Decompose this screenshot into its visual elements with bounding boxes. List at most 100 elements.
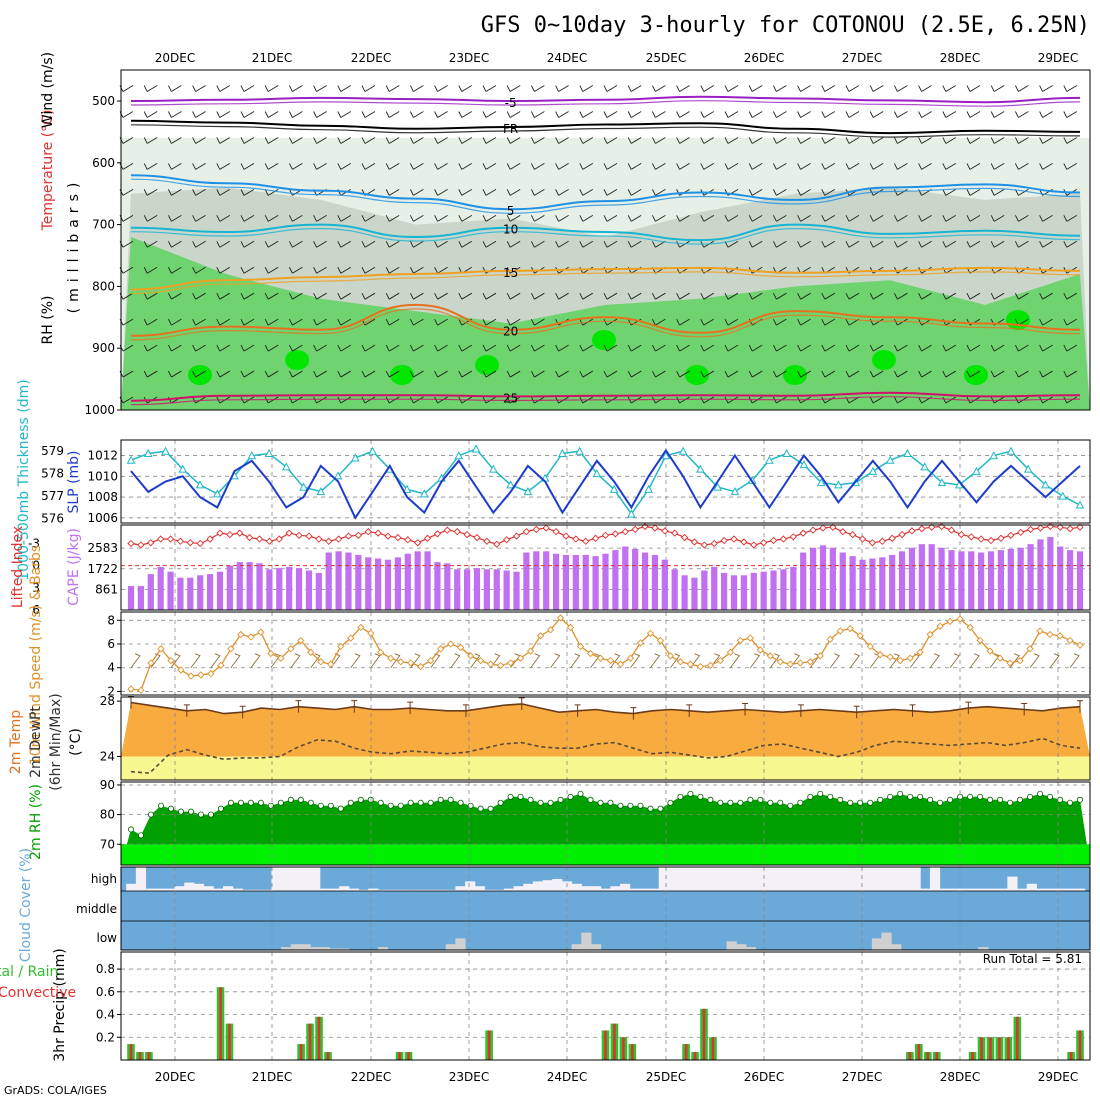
cloud-high-bar-66	[765, 867, 776, 891]
wind-barb	[555, 137, 569, 144]
wind10m-marker-43	[556, 614, 565, 622]
wind10m-marker-74	[866, 642, 874, 651]
rh2m-marker-63	[757, 796, 764, 803]
wind-barb	[676, 137, 690, 144]
wind10m-marker-81	[936, 622, 944, 630]
thickness-marker-46	[920, 462, 930, 471]
wind-barb	[797, 85, 811, 92]
wind-barb	[966, 163, 981, 170]
wind-barb	[893, 214, 908, 222]
rh-label: RH (%)	[40, 296, 56, 345]
wind-barb	[385, 111, 400, 118]
contour-25-pair	[130, 396, 1081, 406]
wind10m-barb-24	[370, 653, 381, 668]
wind-barb	[288, 240, 303, 248]
cloud-panel: high middle low	[76, 866, 1091, 951]
bottom-day-label-7: 27DEC	[842, 1070, 882, 1084]
cape-bar-62	[740, 575, 747, 610]
wind-barb	[918, 163, 932, 170]
li-marker-14	[265, 537, 274, 545]
wind10m-marker-17	[297, 636, 305, 645]
wind-barb	[555, 111, 569, 118]
cape-bar-88	[997, 550, 1005, 610]
wind-barb	[506, 111, 521, 118]
wind-barb	[918, 370, 932, 378]
bottom-day-label-9: 29DEC	[1038, 1070, 1078, 1084]
li-marker-39	[512, 532, 521, 540]
rh-bright-patch-3	[475, 355, 499, 375]
wind-barb	[748, 344, 763, 352]
dewpt2m-label: 2m DewPt	[28, 706, 44, 778]
thickness-marker-39	[799, 460, 809, 469]
cape-bar-6	[187, 577, 194, 610]
thickness-marker-1	[143, 448, 153, 457]
wind10m-marker-65	[776, 658, 784, 666]
precip-panel: 0.2 0.4 0.6 0.8	[96, 951, 1091, 1061]
wind10m-marker-67	[796, 659, 804, 667]
precip-conv-bar-87	[908, 1052, 912, 1060]
wind-barb	[676, 214, 690, 222]
wind-barb	[1014, 163, 1029, 170]
rh2m-marker-16	[287, 796, 294, 803]
wind10m-marker-19	[317, 658, 325, 666]
rh-bright-patch-6	[783, 365, 807, 385]
wind10m-marker-79	[916, 648, 924, 656]
slp-line	[130, 448, 1081, 520]
cape-bar-59	[711, 566, 718, 610]
cloud-high-bar-95	[1046, 888, 1057, 891]
rh2m-lower-band	[121, 844, 1090, 865]
wind-barb	[821, 318, 836, 326]
wind-barb	[530, 370, 545, 378]
wind-barb	[288, 396, 303, 404]
li-marker-17	[295, 531, 303, 539]
wind-barb	[918, 137, 932, 144]
wind10m-tick-2: 6	[107, 637, 115, 651]
wind-barb	[482, 370, 497, 378]
contour-5	[130, 174, 1081, 211]
cloud-high-bar-62	[726, 867, 737, 891]
wind10m-marker-22	[347, 634, 355, 642]
wind-barb	[845, 137, 860, 144]
wind10m-barb-94	[1069, 653, 1080, 668]
thickness-marker-28	[609, 484, 619, 493]
rh2m-marker-84	[967, 793, 974, 800]
li-marker-80	[918, 525, 926, 533]
wind-barb	[1063, 344, 1078, 352]
wind-barb	[434, 396, 448, 404]
wind10m-barb-54	[670, 653, 681, 668]
wind-barb	[216, 214, 231, 222]
wind-barb	[288, 163, 303, 170]
wind-barb	[869, 240, 884, 248]
cape-bar-15	[276, 568, 283, 610]
top-day-label-7: 27DEC	[842, 51, 882, 65]
wind-barb	[990, 370, 1005, 378]
wind-barb	[288, 85, 303, 92]
rh2m-marker-11	[237, 799, 244, 806]
rh2m-marker-90	[1027, 793, 1034, 800]
cloud-high-bar-1	[135, 867, 147, 891]
wind-barb	[458, 85, 473, 92]
cape-bar-90	[1017, 547, 1024, 610]
cloud-high-bar-55	[658, 867, 669, 891]
wind10m-marker-88	[1006, 659, 1014, 667]
wind-barb	[700, 396, 715, 404]
li-marker-92	[1036, 524, 1045, 532]
wind10m-barb-84	[969, 653, 980, 668]
li-marker-3	[157, 535, 165, 543]
thickness-marker-7	[247, 451, 257, 460]
panel-frame	[120, 781, 1091, 866]
li-marker-13	[255, 535, 264, 543]
wind-barb	[555, 214, 569, 222]
wind-barb	[506, 188, 521, 196]
wind-barb	[264, 318, 279, 326]
thickness-marker-0	[126, 455, 136, 464]
wind-barb	[651, 370, 666, 378]
wind-barb	[942, 214, 957, 222]
cape-bar-0	[127, 586, 135, 610]
thickness-marker-5	[212, 489, 222, 498]
li-marker-29	[414, 539, 422, 547]
rh2m-tick-0: 70	[100, 837, 115, 851]
wind-barb	[337, 111, 352, 118]
rh2m-marker-86	[987, 796, 994, 803]
wind-barb	[942, 111, 957, 118]
